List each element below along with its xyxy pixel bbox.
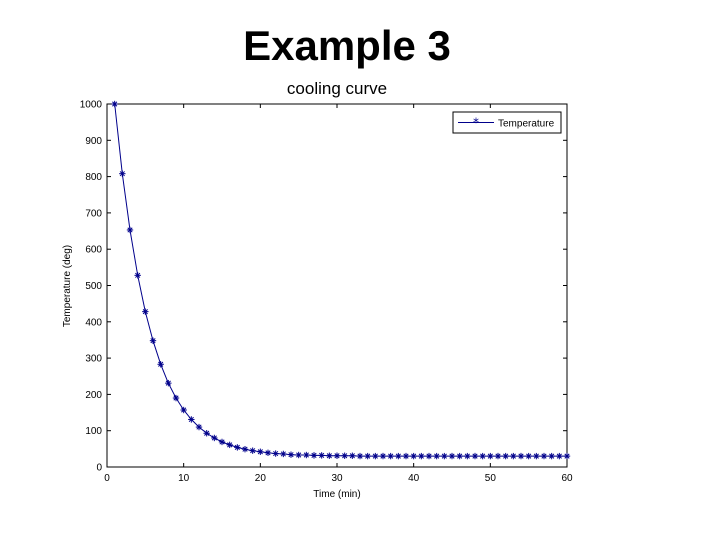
data-point xyxy=(295,451,302,459)
y-tick-label: 500 xyxy=(85,281,102,292)
data-point xyxy=(425,452,433,460)
tick-labels: 0 10 20 30 40 50 60010020030040050060070080090… xyxy=(80,100,573,485)
data-point xyxy=(418,452,425,460)
data-point xyxy=(479,452,486,460)
data-point xyxy=(149,337,157,344)
data-point xyxy=(195,423,203,431)
data-point xyxy=(249,447,256,454)
data-point xyxy=(157,361,164,368)
data-point xyxy=(502,452,509,460)
y-tick-label: 600 xyxy=(85,245,102,256)
y-tick-label: 700 xyxy=(85,208,102,219)
y-tick-label: 400 xyxy=(85,317,102,328)
data-point xyxy=(218,438,226,446)
data-point xyxy=(119,170,126,177)
x-axis-label: Time (min) xyxy=(313,489,360,500)
series-group xyxy=(111,100,571,460)
legend-label: Temperature xyxy=(498,119,555,130)
y-tick-label: 0 xyxy=(96,463,102,474)
data-point xyxy=(126,226,134,234)
data-point xyxy=(410,452,417,460)
data-point xyxy=(134,272,141,279)
x-tick-label: 50 xyxy=(485,473,497,484)
chart-title: cooling curve xyxy=(287,79,387,98)
data-point xyxy=(448,452,456,460)
data-point xyxy=(303,451,310,459)
data-point xyxy=(471,452,479,460)
data-point xyxy=(318,452,325,459)
y-tick-label: 1000 xyxy=(80,100,103,111)
data-point xyxy=(264,449,272,457)
data-point xyxy=(349,452,356,459)
data-point xyxy=(510,452,517,460)
y-tick-label: 900 xyxy=(85,136,102,147)
x-tick-label: 60 xyxy=(561,473,573,484)
y-tick-label: 100 xyxy=(85,426,102,437)
data-point xyxy=(494,452,502,460)
data-point xyxy=(165,379,172,387)
data-point xyxy=(142,308,149,315)
data-point xyxy=(180,406,187,414)
data-point xyxy=(356,452,364,460)
legend: * Temperature xyxy=(452,111,562,134)
data-point xyxy=(188,416,195,423)
data-point xyxy=(272,450,279,457)
data-point xyxy=(211,434,218,442)
data-point xyxy=(280,450,287,458)
data-point xyxy=(556,452,563,460)
y-tick-label: 300 xyxy=(85,354,102,365)
data-point xyxy=(517,452,525,460)
axis-ticks xyxy=(106,103,568,468)
data-point xyxy=(402,452,410,460)
data-point xyxy=(487,452,494,460)
data-point xyxy=(540,452,548,460)
x-tick-label: 10 xyxy=(178,473,190,484)
plot-area xyxy=(106,103,568,468)
data-point xyxy=(525,452,532,460)
x-tick-label: 20 xyxy=(255,473,267,484)
y-tick-label: 200 xyxy=(85,390,102,401)
legend-box xyxy=(452,111,562,134)
data-point xyxy=(441,452,448,460)
slide-title: Example 3 xyxy=(243,22,451,69)
x-tick-label: 30 xyxy=(331,473,343,484)
data-point xyxy=(241,446,249,453)
data-point xyxy=(379,452,387,460)
y-axis-label: Temperature (deg) xyxy=(62,245,73,327)
data-point xyxy=(111,100,118,108)
data-point xyxy=(563,452,571,460)
data-point xyxy=(310,452,318,459)
legend-marker: * xyxy=(473,116,479,130)
data-point xyxy=(326,452,333,459)
x-tick-label: 40 xyxy=(408,473,420,484)
data-point xyxy=(364,452,371,460)
data-point xyxy=(172,394,180,402)
data-point xyxy=(226,441,233,449)
data-point xyxy=(203,430,210,437)
data-point xyxy=(333,452,341,459)
data-point xyxy=(387,452,394,460)
y-tick-label: 800 xyxy=(85,172,102,183)
data-point xyxy=(433,452,440,460)
data-point xyxy=(533,452,540,460)
data-point xyxy=(287,451,295,458)
data-point xyxy=(395,452,402,460)
x-tick-label: 0 xyxy=(104,473,110,484)
data-point xyxy=(234,444,241,451)
data-point xyxy=(372,452,379,460)
data-point xyxy=(548,452,555,460)
data-point xyxy=(456,452,463,460)
data-point xyxy=(257,448,264,455)
data-point xyxy=(341,452,348,459)
data-point xyxy=(464,452,471,460)
